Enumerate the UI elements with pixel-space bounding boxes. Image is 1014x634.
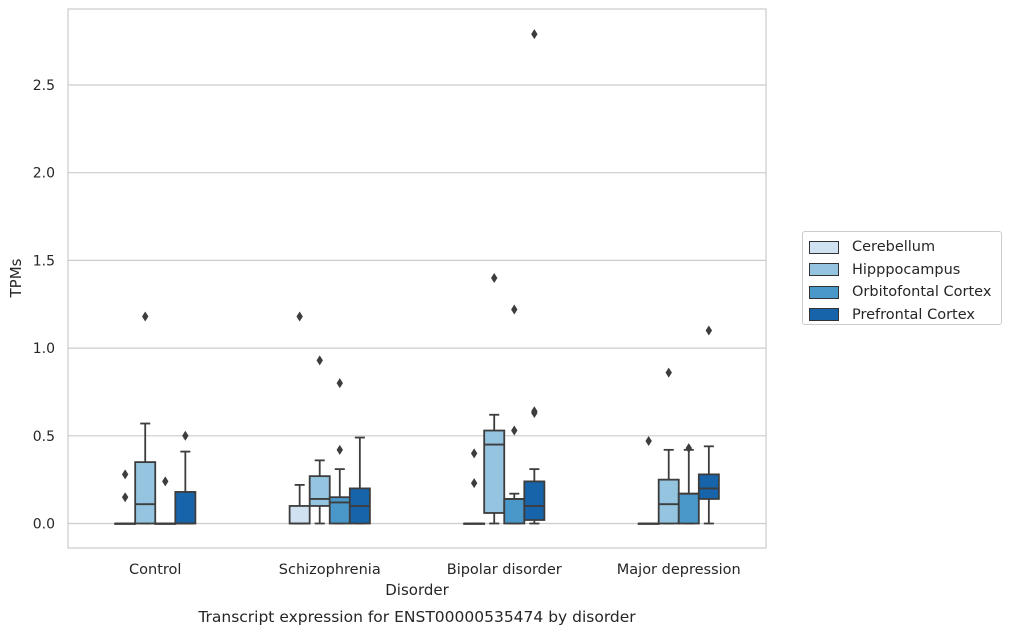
plot-frame	[67, 8, 767, 549]
legend-label: Orbitofontal Cortex	[852, 284, 992, 301]
box	[657, 478, 680, 525]
box-plot	[308, 355, 331, 525]
x-tick-label: Major depression	[617, 562, 741, 578]
box	[483, 429, 506, 514]
box	[174, 491, 197, 525]
outlier-point	[121, 469, 129, 480]
box-plot	[154, 476, 177, 525]
outlier-point	[491, 272, 498, 283]
x-tick-label: Bipolar disorder	[447, 562, 562, 578]
outlier-point	[645, 436, 652, 447]
legend-item: Orbitofontal Cortex	[809, 281, 1001, 304]
x-tick-label: Control	[129, 562, 181, 578]
y-tick-label: 1.0	[33, 341, 55, 357]
legend-swatch	[809, 263, 839, 277]
outlier-point	[665, 367, 672, 378]
box-plot	[288, 311, 311, 525]
outlier-point	[531, 406, 538, 417]
outlier-point	[336, 378, 343, 389]
outlier-point	[531, 29, 538, 40]
x-tick-labels: Control Schizophrenia Bipolar disorder Majo…	[129, 562, 741, 578]
box	[503, 498, 526, 525]
box-plot	[463, 448, 486, 525]
legend-item: Hipppocampus	[809, 259, 1001, 282]
box	[288, 505, 311, 525]
y-tick-label: 0.5	[33, 429, 55, 445]
y-tick-label: 2.0	[33, 166, 55, 182]
x-axis-label: Disorder	[385, 581, 449, 599]
outlier-point	[316, 355, 323, 366]
box-plot	[348, 436, 371, 525]
box-plot	[174, 430, 197, 525]
outlier-point	[470, 478, 478, 489]
legend-item: Cerebellum	[809, 236, 1001, 259]
legend-item: Prefrontal Cortex	[809, 304, 1001, 327]
plot-area	[68, 9, 766, 548]
box-plot	[483, 272, 506, 525]
outlier-point	[182, 430, 189, 441]
box	[328, 496, 351, 525]
outlier-point	[121, 492, 129, 503]
box-plot	[523, 29, 546, 525]
y-tick-labels: 0.0 0.5 1.0 1.5 2.0 2.5	[33, 78, 55, 533]
box	[697, 473, 720, 500]
outlier-point	[296, 311, 303, 322]
outlier-point	[142, 311, 149, 322]
outlier-point	[511, 304, 518, 315]
y-tick-label: 2.5	[33, 78, 55, 94]
box-groups	[114, 29, 720, 525]
box	[134, 461, 157, 525]
box	[308, 475, 331, 507]
box-plot	[677, 443, 700, 525]
y-tick-label: 0.0	[33, 517, 55, 533]
legend-swatch	[809, 308, 839, 322]
outlier-point	[162, 476, 169, 487]
box-plot	[697, 325, 720, 525]
legend-swatch	[809, 285, 839, 299]
legend: Cerebellum Hipppocampus Orbitofontal Corte…	[802, 231, 1002, 325]
legend-swatch	[809, 240, 839, 254]
outlier-point	[685, 443, 692, 454]
outlier-point	[470, 448, 478, 459]
chart-title: Transcript expression for ENST0000053547…	[197, 608, 636, 626]
outlier-point	[511, 425, 518, 436]
legend-label: Cerebellum	[852, 239, 936, 256]
box	[677, 492, 700, 525]
outlier-point	[336, 444, 343, 455]
y-tick-label: 1.5	[33, 253, 55, 269]
legend-label: Hipppocampus	[852, 261, 961, 278]
y-axis-label: TPMs	[7, 258, 25, 298]
box	[523, 480, 546, 521]
box-plot	[503, 304, 526, 525]
outlier-point	[705, 325, 713, 336]
legend-label: Prefrontal Cortex	[852, 306, 975, 323]
x-tick-label: Schizophrenia	[279, 562, 381, 578]
box-plot	[134, 311, 157, 525]
